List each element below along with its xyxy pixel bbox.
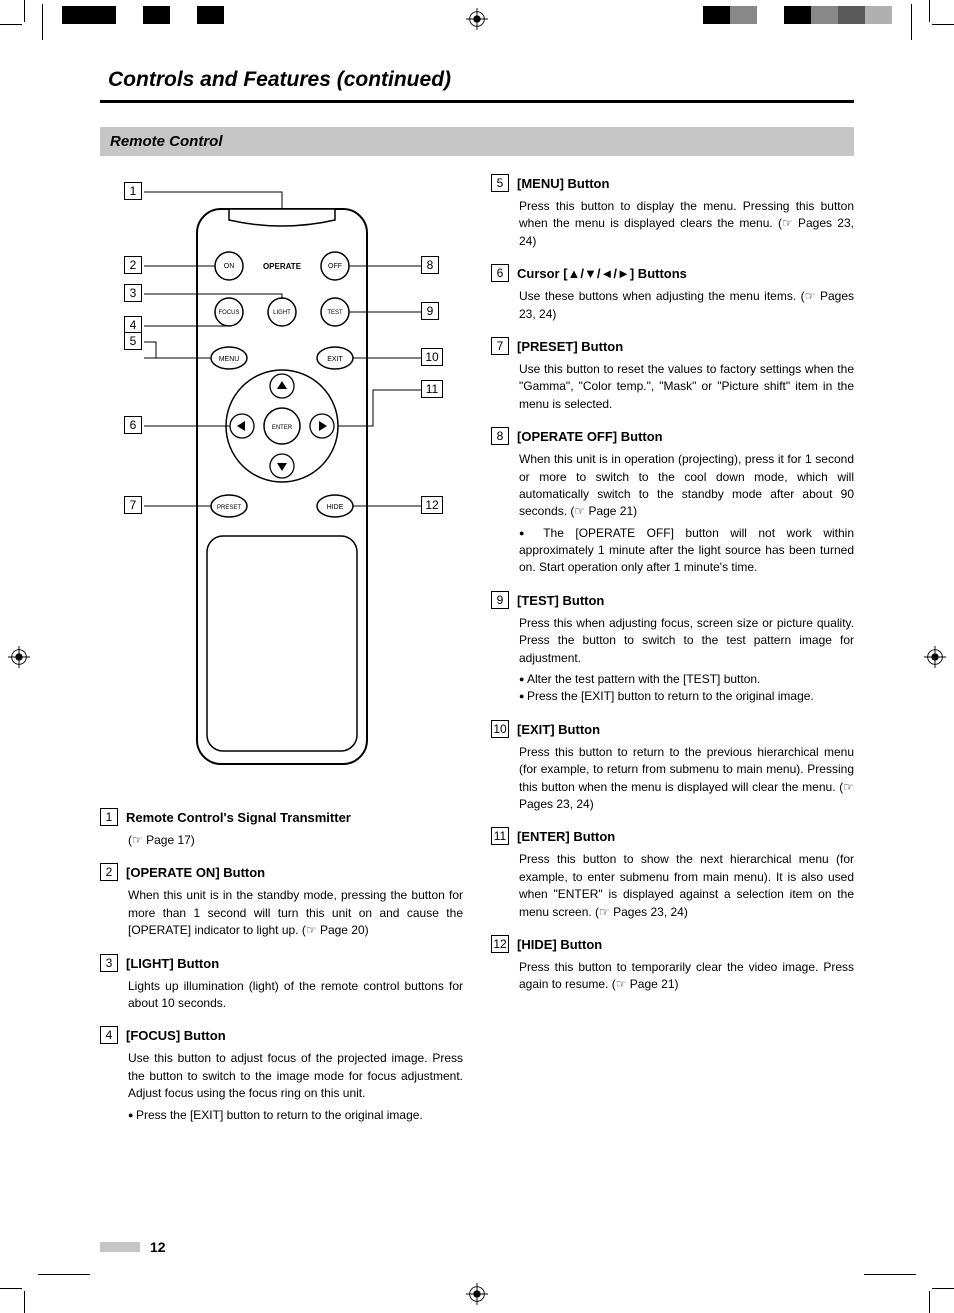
- item-number-box: 10: [491, 720, 509, 738]
- registration-target-icon: [924, 646, 946, 668]
- description-item: 12 [HIDE] Button Press this button to temp…: [491, 937, 854, 994]
- svg-text:OPERATE: OPERATE: [263, 262, 302, 271]
- item-title: Cursor [▲/▼/◄/►] Buttons: [517, 266, 687, 281]
- svg-text:MENU: MENU: [219, 356, 240, 363]
- description-item: 7 [PRESET] Button Use this button to reset…: [491, 339, 854, 413]
- description-item: 5 [MENU] Button Press this button to displ…: [491, 176, 854, 250]
- callout-5: 5: [124, 332, 142, 350]
- item-title: [FOCUS] Button: [126, 1028, 226, 1043]
- callout-1: 1: [124, 182, 142, 200]
- item-body: When this unit is in the standby mode, p…: [128, 887, 463, 939]
- item-title: [ENTER] Button: [517, 829, 615, 844]
- svg-text:EXIT: EXIT: [327, 356, 343, 363]
- left-column: ON OPERATE OFF FOCUS LIGHT TEST MENU EXI: [100, 176, 463, 1140]
- item-body: Press this button to return to the previ…: [519, 744, 854, 814]
- description-item: 1 Remote Control's Signal Transmitter (☞ P…: [100, 810, 463, 849]
- description-item: 3 [LIGHT] Button Lights up illumination (l…: [100, 956, 463, 1013]
- item-title: [MENU] Button: [517, 176, 609, 191]
- item-title: [OPERATE ON] Button: [126, 865, 265, 880]
- page-title: Controls and Features (continued): [108, 68, 854, 92]
- right-column: 5 [MENU] Button Press this button to displ…: [491, 176, 854, 1140]
- item-title: [LIGHT] Button: [126, 956, 219, 971]
- callout-12: 12: [421, 496, 443, 514]
- svg-text:LIGHT: LIGHT: [273, 310, 291, 316]
- item-title: [HIDE] Button: [517, 937, 602, 952]
- item-number-box: 11: [491, 827, 509, 845]
- description-item: 11 [ENTER] Button Press this button to sho…: [491, 829, 854, 921]
- item-body: (☞ Page 17): [128, 832, 463, 849]
- registration-target-icon: [466, 8, 488, 30]
- svg-text:PRESET: PRESET: [217, 505, 241, 511]
- item-number-box: 3: [100, 954, 118, 972]
- section-heading: Remote Control: [100, 127, 854, 156]
- page-content: Controls and Features (continued) Remote…: [100, 62, 854, 1251]
- item-number-box: 5: [491, 174, 509, 192]
- item-body: Use this button to adjust focus of the p…: [128, 1050, 463, 1124]
- title-rule: [100, 100, 854, 103]
- item-bullet: Press the [EXIT] button to return to the…: [519, 688, 854, 705]
- item-number-box: 1: [100, 808, 118, 826]
- item-title: [EXIT] Button: [517, 722, 600, 737]
- item-title: [TEST] Button: [517, 593, 604, 608]
- item-bullet: Press the [EXIT] button to return to the…: [128, 1107, 463, 1124]
- description-item: 2 [OPERATE ON] Button When this unit is in…: [100, 865, 463, 939]
- callout-7: 7: [124, 496, 142, 514]
- callout-11: 11: [421, 380, 443, 398]
- svg-text:ON: ON: [224, 263, 235, 270]
- registration-target-icon: [466, 1283, 488, 1305]
- description-item: 8 [OPERATE OFF] Button When this unit is i…: [491, 429, 854, 577]
- svg-text:HIDE: HIDE: [327, 504, 344, 511]
- item-number-box: 2: [100, 863, 118, 881]
- callout-2: 2: [124, 256, 142, 274]
- item-body: Lights up illumination (light) of the re…: [128, 978, 463, 1013]
- item-number-box: 4: [100, 1026, 118, 1044]
- item-body: Use these buttons when adjusting the men…: [519, 288, 854, 323]
- item-number-box: 9: [491, 591, 509, 609]
- callout-8: 8: [421, 256, 439, 274]
- item-title: [OPERATE OFF] Button: [517, 429, 663, 444]
- item-number-box: 8: [491, 427, 509, 445]
- item-body: Press this when adjusting focus, screen …: [519, 615, 854, 706]
- item-body: Press this button to temporarily clear t…: [519, 959, 854, 994]
- callout-10: 10: [421, 348, 443, 366]
- item-body: Press this button to show the next hiera…: [519, 851, 854, 921]
- item-body: Use this button to reset the values to f…: [519, 361, 854, 413]
- item-body: When this unit is in operation (projecti…: [519, 451, 854, 577]
- description-item: 6 Cursor [▲/▼/◄/►] Buttons Use these butto…: [491, 266, 854, 323]
- item-number-box: 6: [491, 264, 509, 282]
- item-title: [PRESET] Button: [517, 339, 623, 354]
- two-column-layout: ON OPERATE OFF FOCUS LIGHT TEST MENU EXI: [100, 176, 854, 1140]
- svg-text:TEST: TEST: [327, 310, 343, 316]
- item-bullet: Alter the test pattern with the [TEST] b…: [519, 671, 854, 688]
- description-item: 4 [FOCUS] Button Use this button to adjust…: [100, 1028, 463, 1124]
- svg-text:OFF: OFF: [328, 263, 342, 270]
- item-title: Remote Control's Signal Transmitter: [126, 810, 351, 825]
- callout-6: 6: [124, 416, 142, 434]
- page-footer: 12: [100, 1239, 166, 1255]
- remote-control-diagram: ON OPERATE OFF FOCUS LIGHT TEST MENU EXI: [109, 176, 454, 786]
- page-number-bar-icon: [100, 1242, 140, 1252]
- item-number-box: 12: [491, 935, 509, 953]
- svg-text:ENTER: ENTER: [272, 425, 293, 431]
- svg-text:FOCUS: FOCUS: [219, 310, 240, 316]
- callout-9: 9: [421, 302, 439, 320]
- item-body: Press this button to display the menu. P…: [519, 198, 854, 250]
- item-number-box: 7: [491, 337, 509, 355]
- callout-3: 3: [124, 284, 142, 302]
- description-item: 10 [EXIT] Button Press this button to retu…: [491, 722, 854, 814]
- registration-target-icon: [8, 646, 30, 668]
- item-bullet: The [OPERATE OFF] button will not work w…: [519, 525, 854, 577]
- description-item: 9 [TEST] Button Press this when adjusting …: [491, 593, 854, 706]
- page-number: 12: [150, 1239, 166, 1255]
